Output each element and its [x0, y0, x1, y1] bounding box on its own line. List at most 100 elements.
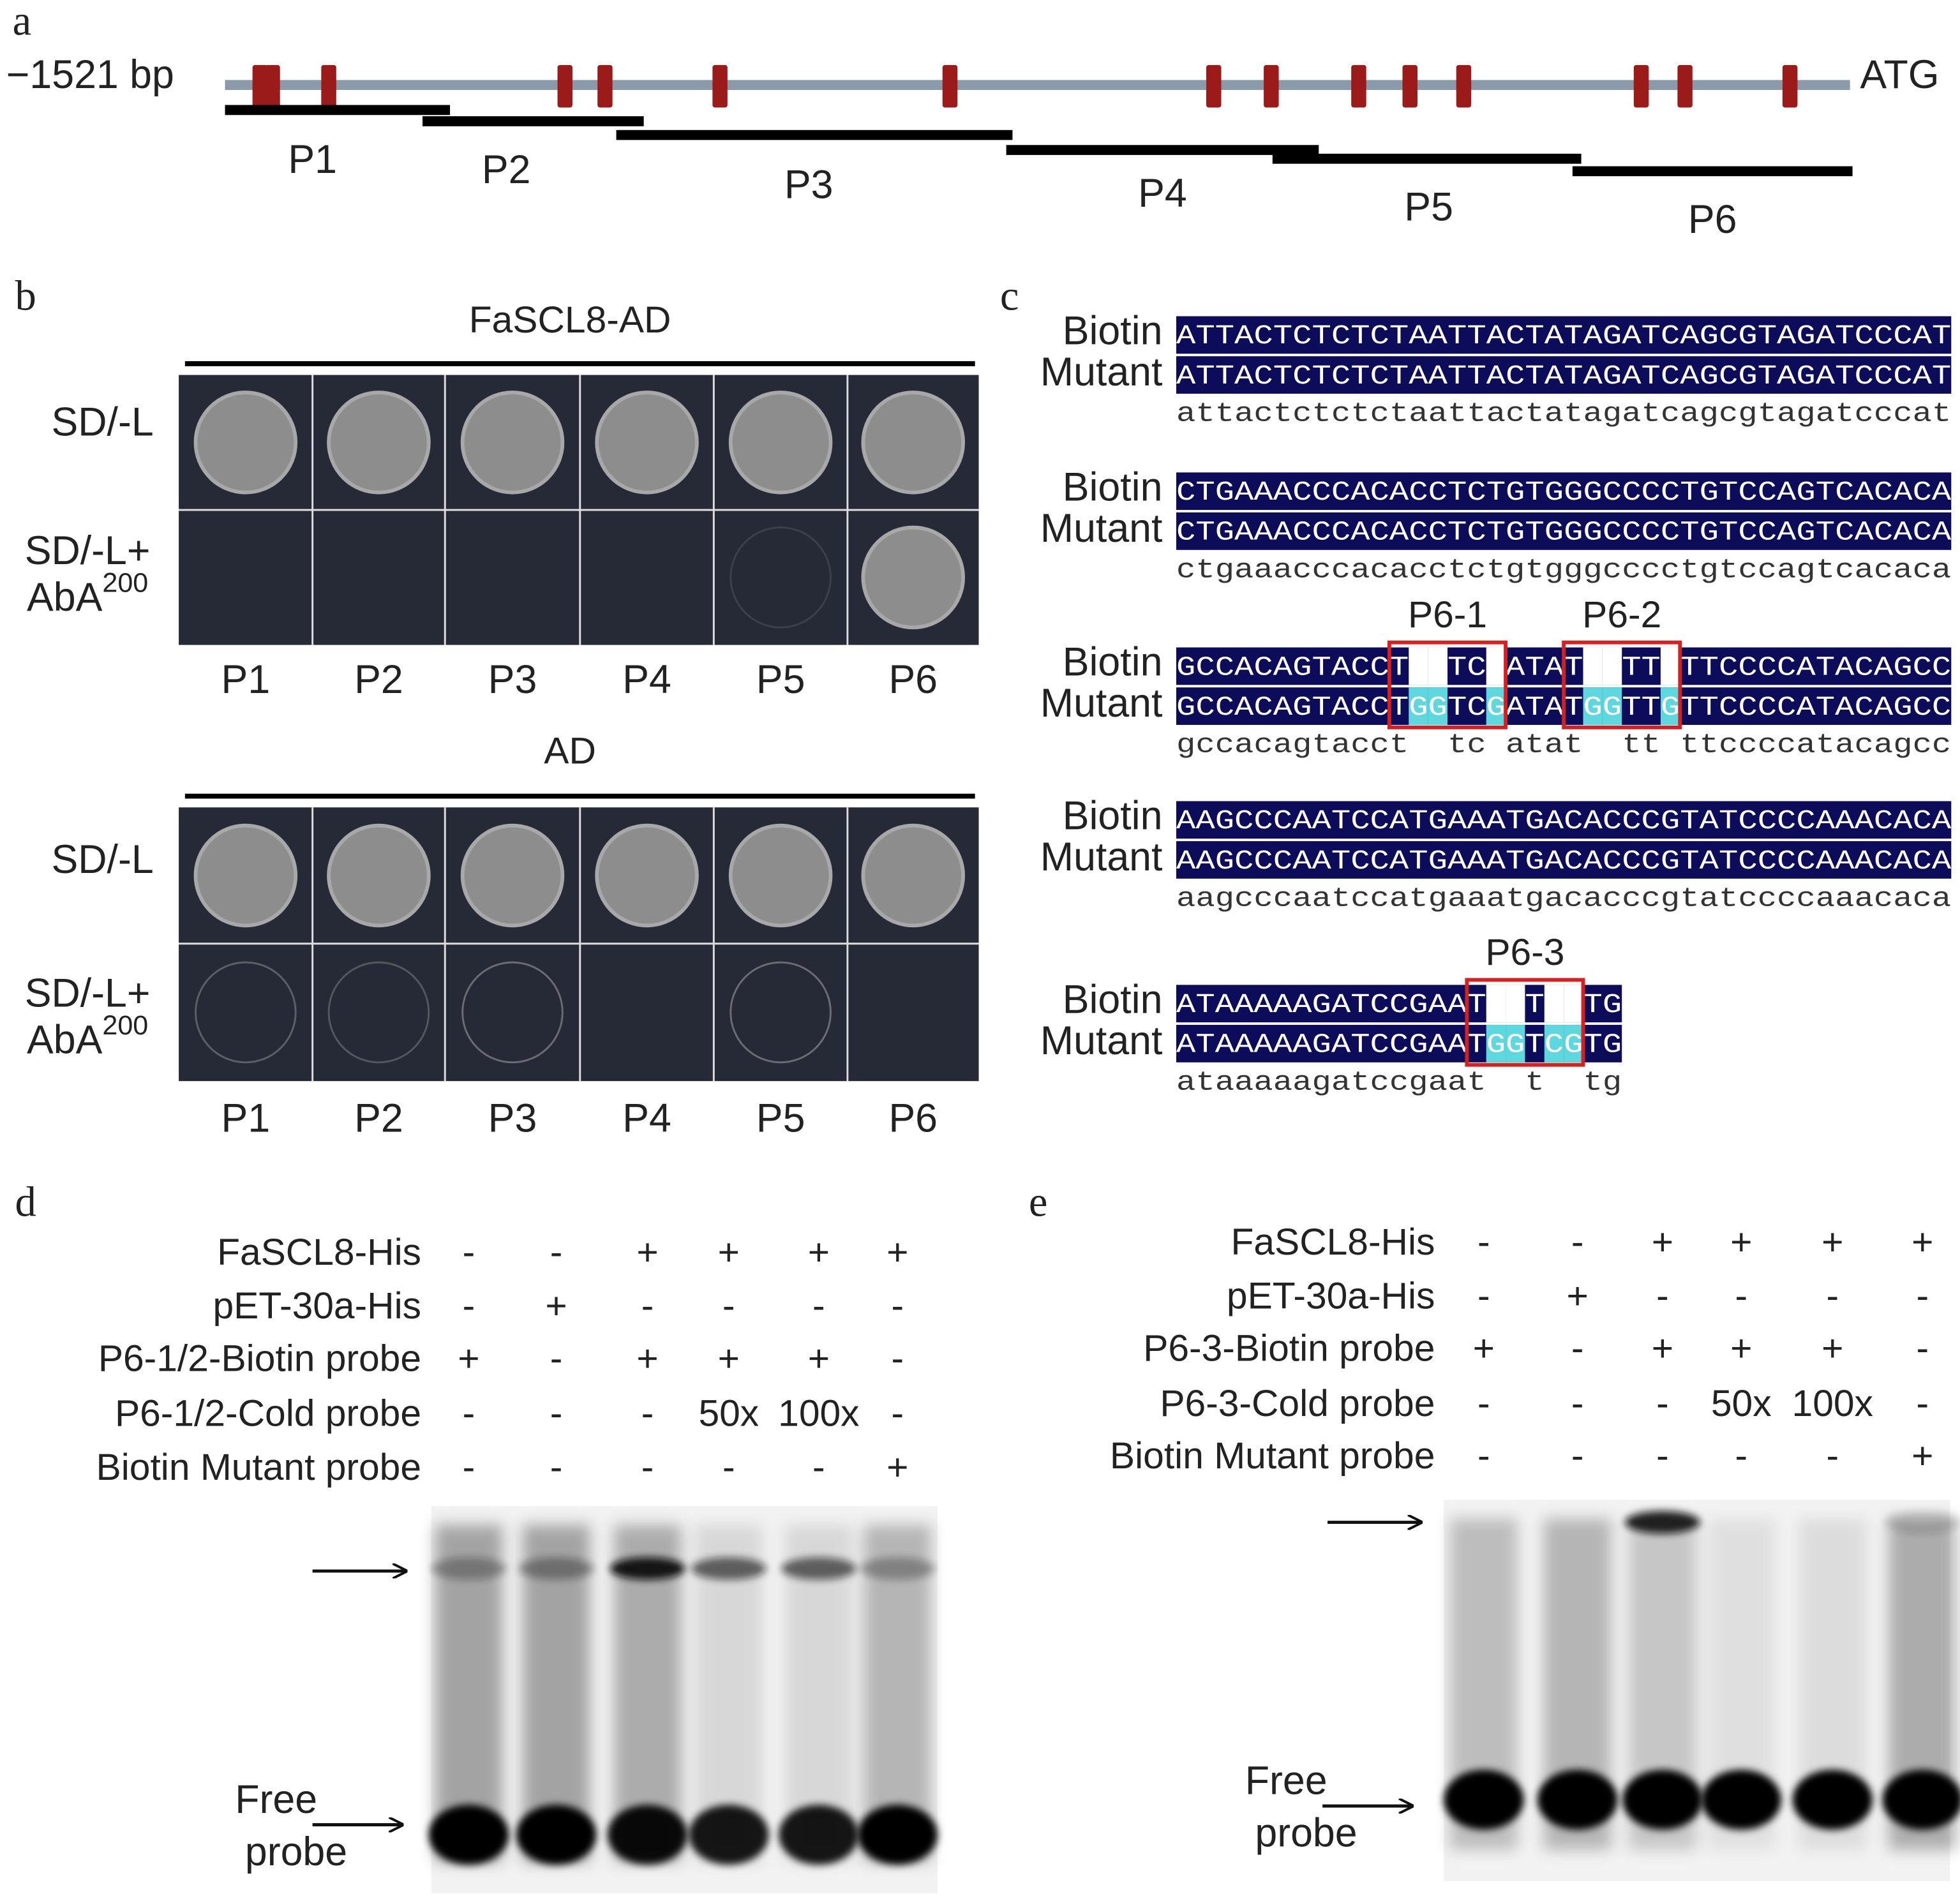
- condition-label: Biotin Mutant probe: [96, 1447, 421, 1488]
- free-probe-band: [607, 1805, 688, 1865]
- free-probe-band: [1537, 1770, 1618, 1830]
- yeast-colony: [728, 391, 833, 495]
- motif-site: [265, 64, 280, 108]
- consensus-sequence: ctgaaacccacacctctgtgggcccctgtccagtcacaca: [1176, 554, 1951, 585]
- row-label: AbA200: [27, 568, 148, 620]
- condition-cell: +: [808, 1232, 830, 1273]
- condition-cell: -: [550, 1393, 563, 1435]
- condition-cell: -: [1477, 1275, 1490, 1316]
- condition-label: FaSCL8-His: [1231, 1221, 1435, 1263]
- panel-letter: e: [1029, 1179, 1048, 1225]
- yeast-colony: [193, 391, 298, 495]
- group-title: AD: [544, 731, 596, 772]
- yeast-colony: [595, 391, 699, 495]
- motif-site: [597, 64, 613, 108]
- condition-cell: -: [891, 1285, 904, 1327]
- sequence-name: Mutant: [1040, 835, 1163, 879]
- yeast-colony: [193, 823, 298, 928]
- condition-cell: +: [886, 1447, 908, 1488]
- fragment-label: P5: [1404, 185, 1453, 230]
- condition-cell: -: [722, 1285, 735, 1327]
- motif-site: [1351, 64, 1366, 108]
- condition-cell: -: [1571, 1328, 1584, 1369]
- condition-cell: -: [1826, 1275, 1839, 1316]
- biotin-sequence: CTGAAACCCACACCTCTGTGGGCCCCTGTCCAGTCACACA: [1176, 477, 1951, 508]
- motif-site: [1633, 64, 1649, 108]
- sequence-name: Biotin: [1063, 640, 1163, 685]
- mismatch-cell: [1602, 687, 1622, 725]
- sequence-name: Biotin: [1063, 465, 1163, 509]
- mismatch-cell: [1660, 687, 1680, 725]
- mutant-sequence: ATAAAAAGATCCGAATGGTCGTG: [1176, 1029, 1622, 1061]
- shift-band: [431, 1557, 507, 1580]
- mismatch-cell: [1428, 687, 1448, 725]
- motif-label: P6-3: [1485, 932, 1564, 973]
- motif-site: [321, 64, 336, 108]
- condition-cell: -: [1656, 1275, 1669, 1316]
- sequence-bg: [1176, 841, 1952, 879]
- mismatch-cell: [1409, 647, 1428, 685]
- yeast-colony: [728, 823, 833, 928]
- motif-label: P6-2: [1582, 594, 1661, 636]
- motif-site: [1206, 64, 1222, 108]
- row-label: SD/-L: [52, 837, 154, 882]
- column-label: P5: [756, 1096, 805, 1140]
- mismatch-cell: [1506, 985, 1525, 1023]
- condition-cell: +: [458, 1338, 479, 1379]
- mismatch-cell: [1409, 687, 1428, 725]
- shift-band: [691, 1557, 767, 1580]
- condition-label: pET-30a-His: [213, 1285, 422, 1327]
- sequence-name: Mutant: [1040, 350, 1163, 394]
- free-probe-label: probe: [1255, 1811, 1357, 1856]
- motif-site: [557, 64, 573, 108]
- condition-cell: -: [812, 1285, 825, 1327]
- condition-label: pET-30a-His: [1227, 1275, 1435, 1316]
- row-label-sup: 200: [102, 1010, 148, 1041]
- motif-box: [1465, 978, 1585, 1067]
- panel-letter: d: [15, 1179, 36, 1225]
- motif-box: [1387, 640, 1508, 729]
- condition-cell: -: [1571, 1435, 1584, 1477]
- free-probe-band: [1882, 1770, 1960, 1830]
- mutant-sequence: AAGCCCAATCCATGAAATGACACCCGTATCCCCAAACACA: [1176, 846, 1951, 877]
- mismatch-cell: [1583, 647, 1603, 685]
- free-probe-band: [857, 1805, 938, 1865]
- mutant-sequence: CTGAAACCCACACCTCTGTGGGCCCCTGTCCAGTCACACA: [1176, 517, 1951, 548]
- condition-label: P6-1/2-Cold probe: [115, 1393, 421, 1435]
- sequence-name: Mutant: [1040, 506, 1163, 551]
- motif-site: [712, 64, 728, 108]
- yeast-colony: [195, 961, 297, 1064]
- sequence-name: Biotin: [1063, 793, 1163, 838]
- shift-band: [1885, 1510, 1960, 1534]
- condition-label: P6-3-Cold probe: [1160, 1383, 1435, 1424]
- condition-cell: -: [1735, 1275, 1747, 1316]
- yeast-colony: [595, 823, 699, 928]
- yeast-colony: [460, 823, 565, 928]
- column-label: P2: [354, 657, 403, 702]
- motif-site: [1456, 64, 1472, 108]
- condition-cell: +: [1730, 1221, 1752, 1263]
- condition-cell: -: [1916, 1383, 1929, 1424]
- panel-letter: c: [1000, 272, 1019, 319]
- mismatch-cell: [1564, 1025, 1583, 1062]
- promoter-start: −1521 bp: [6, 52, 174, 97]
- fragment-label: P3: [784, 162, 834, 207]
- motif-site: [252, 64, 268, 108]
- condition-cell: 50x: [698, 1393, 759, 1435]
- yeast-colony: [861, 525, 965, 630]
- sequence-bg: [1176, 801, 1952, 839]
- motif-site: [1264, 64, 1279, 108]
- mismatch-cell: [1544, 985, 1564, 1023]
- shift-band: [781, 1557, 857, 1580]
- row-label-sup: 200: [102, 568, 148, 599]
- motif-box: [1562, 640, 1682, 729]
- condition-cell: +: [1652, 1328, 1673, 1369]
- column-label: P2: [354, 1096, 403, 1140]
- sequence-name: Biotin: [1063, 977, 1163, 1022]
- motif-site: [942, 64, 958, 108]
- condition-cell: -: [1477, 1383, 1490, 1424]
- fragment-label: P1: [288, 137, 337, 182]
- fragment-label: P6: [1688, 197, 1737, 242]
- condition-cell: -: [1477, 1435, 1490, 1477]
